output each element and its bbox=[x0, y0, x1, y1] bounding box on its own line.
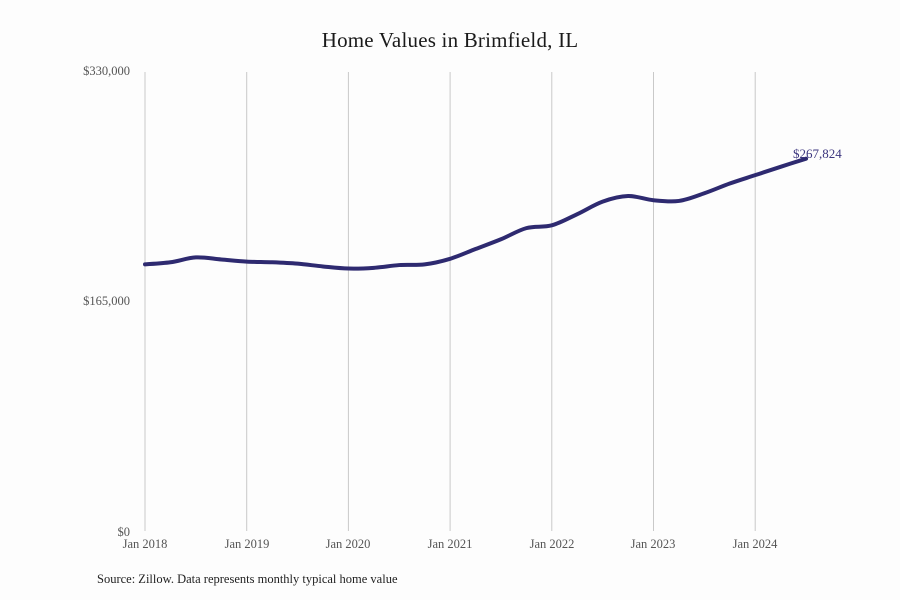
y-tick-label-165000: $165,000 bbox=[83, 294, 130, 308]
y-axis: $330,000 $165,000 $0 bbox=[20, 0, 130, 600]
x-tick-label-jan-2018: Jan 2018 bbox=[122, 537, 168, 551]
x-tick-label-jan-2021: Jan 2021 bbox=[427, 537, 473, 551]
source-note: Source: Zillow. Data represents monthly … bbox=[97, 572, 398, 586]
x-tick-label-jan-2024: Jan 2024 bbox=[732, 537, 778, 551]
x-tick-label-jan-2022: Jan 2022 bbox=[529, 537, 575, 551]
x-tick-label-jan-2020: Jan 2020 bbox=[325, 537, 371, 551]
x-tick-label-jan-2019: Jan 2019 bbox=[224, 537, 270, 551]
gridlines bbox=[144, 72, 756, 531]
y-tick-label-330000: $330,000 bbox=[83, 64, 130, 78]
x-tick-label-jan-2023: Jan 2023 bbox=[630, 537, 676, 551]
end-value-label: $267,824 bbox=[793, 146, 842, 161]
chart-title: Home Values in Brimfield, IL bbox=[321, 28, 579, 52]
y-tick-label-0: $0 bbox=[117, 525, 131, 539]
data-line-series bbox=[143, 156, 809, 271]
